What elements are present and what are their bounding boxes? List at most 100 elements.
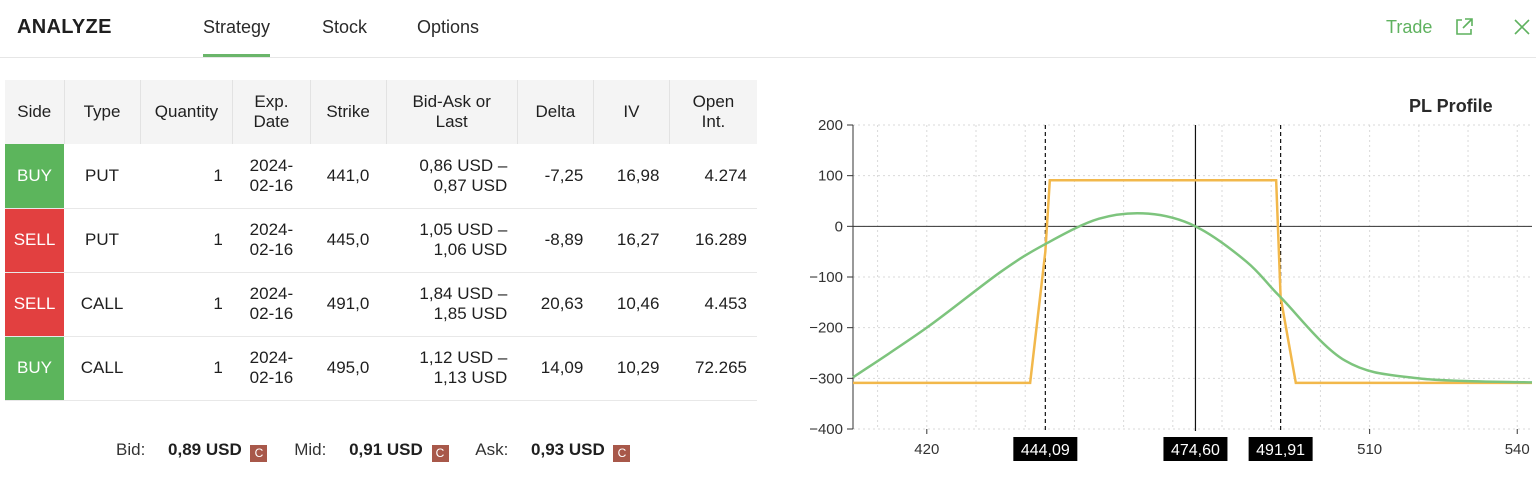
table-row[interactable]: BUY CALL 1 2024- 02-16 495,0 1,12 USD –1,… — [5, 336, 757, 401]
delta: 20,63 — [517, 272, 594, 337]
open-interest: 72.265 — [669, 336, 757, 401]
x-tick-label: 420 — [914, 441, 939, 458]
col-oi-line1: Open — [692, 92, 735, 111]
app-title: ANALYZE — [17, 16, 112, 38]
col-bid-ask: Bid-Ask or Last — [386, 80, 518, 144]
col-type: Type — [64, 80, 141, 144]
trade-link[interactable]: Trade — [1386, 17, 1433, 37]
marker-label: 491,91 — [1256, 442, 1305, 459]
bid-ask: 1,05 USD –1,06 USD — [386, 208, 518, 273]
bid-c-badge[interactable]: C — [250, 445, 268, 462]
ask-price: 0,87 USD — [433, 175, 508, 195]
mid-value: 0,91 USD — [349, 440, 423, 459]
quantity: 1 — [140, 144, 233, 209]
col-exp-line2: Date — [253, 112, 290, 131]
marker-label-box — [1163, 437, 1228, 461]
bid-price: 1,84 USD – — [419, 284, 508, 303]
strike: 495,0 — [310, 336, 387, 401]
bid-ask: 0,86 USD –0,87 USD — [386, 144, 518, 209]
option-type: PUT — [64, 208, 141, 273]
side-badge[interactable]: BUY — [5, 336, 64, 401]
y-tick-label: 0 — [835, 218, 843, 235]
delta: -7,25 — [517, 144, 594, 209]
iv: 16,27 — [593, 208, 670, 273]
ask-value: 0,93 USD — [531, 440, 605, 459]
bid-ask: 1,84 USD –1,85 USD — [386, 272, 518, 337]
exp-year: 2024- — [249, 284, 294, 303]
marker-label-box — [1248, 437, 1313, 461]
y-tick-label: −100 — [809, 269, 843, 286]
open-interest: 4.274 — [669, 144, 757, 209]
exp-date: 2024- 02-16 — [232, 272, 311, 337]
ask-price: 1,13 USD — [433, 368, 508, 387]
exp-day: 02-16 — [249, 368, 294, 387]
tab-strategy[interactable]: Strategy — [203, 17, 271, 57]
mid-c-badge[interactable]: C — [431, 445, 449, 462]
delta: 14,09 — [517, 336, 594, 401]
x-tick-label: 510 — [1357, 441, 1382, 458]
pl-today-line — [853, 178, 1532, 385]
exp-day: 02-16 — [249, 240, 294, 259]
exp-day: 02-16 — [249, 304, 294, 323]
marker-label: 474,60 — [1171, 442, 1220, 459]
y-tick-label: −400 — [809, 421, 843, 438]
pl-expiration-line — [852, 211, 1533, 384]
col-quantity: Quantity — [140, 80, 234, 144]
option-type: CALL — [64, 272, 141, 337]
table-row[interactable]: SELL PUT 1 2024- 02-16 445,0 1,05 USD –1,… — [5, 208, 757, 273]
col-bidask-line2: Last — [435, 112, 468, 131]
ask-label: Ask: — [475, 440, 509, 459]
y-tick-label: 100 — [818, 168, 843, 185]
bid-price: 1,05 USD – — [419, 220, 508, 239]
ask-price: 1,06 USD — [433, 240, 508, 259]
exp-year: 2024- — [249, 348, 294, 367]
exp-date: 2024- 02-16 — [232, 208, 311, 273]
external-link-icon[interactable] — [1453, 16, 1475, 38]
side-badge[interactable]: BUY — [5, 144, 64, 209]
table-row[interactable]: BUY PUT 1 2024- 02-16 441,0 0,86 USD –0,8… — [5, 144, 757, 209]
ask-price: 1,85 USD — [433, 304, 508, 323]
iv: 16,98 — [593, 144, 670, 209]
exp-year: 2024- — [249, 155, 294, 175]
quantity: 1 — [140, 336, 233, 401]
marker-label: 444,09 — [1021, 442, 1070, 459]
open-interest: 16.289 — [669, 208, 757, 273]
iv: 10,46 — [593, 272, 670, 337]
bid-ask: 1,12 USD –1,13 USD — [386, 336, 518, 401]
side-badge[interactable]: SELL — [5, 272, 64, 337]
ask-c-badge[interactable]: C — [613, 445, 631, 462]
option-type: PUT — [64, 144, 141, 209]
strike: 445,0 — [310, 208, 387, 273]
chart-title: PL Profile — [1409, 96, 1493, 116]
table-row[interactable]: SELL CALL 1 2024- 02-16 491,0 1,84 USD –1… — [5, 272, 757, 337]
pl-profile-chart[interactable]: 2001000−100−200−300−4004205105400444,094… — [760, 80, 1536, 470]
tab-options[interactable]: Options — [417, 17, 480, 37]
strike: 491,0 — [310, 272, 387, 337]
bid-label: Bid: — [116, 440, 146, 459]
delta: -8,89 — [517, 208, 594, 273]
col-iv: IV — [593, 80, 670, 144]
col-open-int: Open Int. — [669, 80, 757, 144]
exp-date: 2024- 02-16 — [232, 144, 311, 209]
bid-price: 0,86 USD – — [419, 155, 508, 175]
y-tick-label: 200 — [818, 117, 843, 134]
tab-stock[interactable]: Stock — [322, 17, 368, 37]
exp-date: 2024- 02-16 — [232, 336, 311, 401]
option-type: CALL — [64, 336, 141, 401]
marker-label-box — [1013, 437, 1078, 461]
close-icon[interactable] — [1511, 16, 1533, 38]
col-side: Side — [5, 80, 65, 144]
quantity: 1 — [140, 208, 233, 273]
y-tick-label: −200 — [809, 320, 843, 337]
col-oi-line2: Int. — [701, 112, 726, 131]
open-interest: 4.453 — [669, 272, 757, 337]
x-tick-label: 540 — [1505, 441, 1530, 458]
col-exp-line1: Exp. — [254, 92, 289, 111]
strike: 441,0 — [310, 144, 387, 209]
table-header-row: Side Type Quantity Exp. Date Strike Bid-A… — [5, 80, 757, 144]
side-badge[interactable]: SELL — [5, 208, 64, 273]
exp-year: 2024- — [249, 220, 294, 239]
col-delta: Delta — [517, 80, 594, 144]
exp-day: 02-16 — [249, 175, 294, 195]
col-bidask-line1: Bid-Ask or — [412, 92, 491, 111]
